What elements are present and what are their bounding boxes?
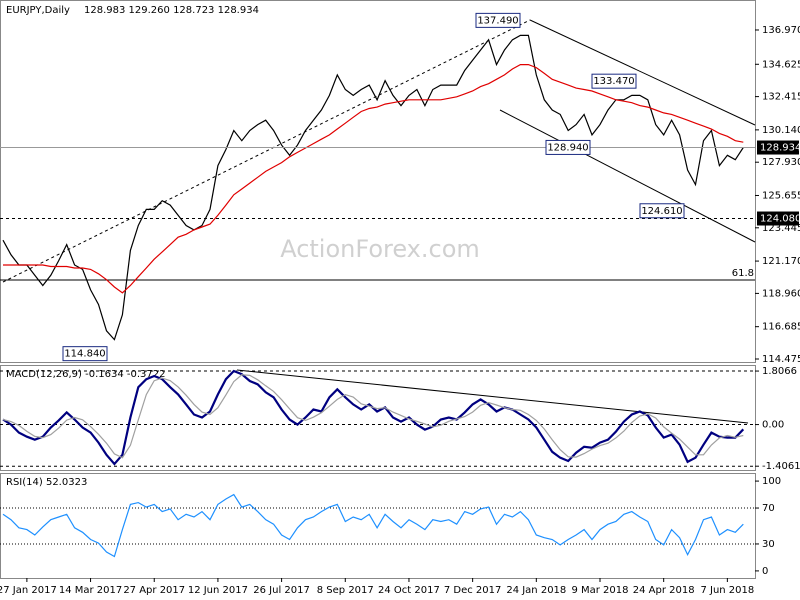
- plot-layer: 136.970 134.625 132.415 130.140 127.930 125.6…: [0, 12, 800, 596]
- series-line: [2, 374, 744, 459]
- watermark: ActionForex.com: [280, 235, 480, 263]
- macd-title: MACD(12,26,9) -0.1634 -0.3722: [6, 369, 166, 380]
- rsi-panel: [0, 473, 756, 579]
- y-tick-label: 100: [762, 476, 781, 487]
- rsi-title: RSI(14) 52.0323: [6, 477, 87, 488]
- annotation-label: 128.940: [547, 142, 588, 153]
- y-tick-label: 132.415: [762, 92, 800, 103]
- trend-line: [529, 19, 756, 126]
- annotation-label: 137.490: [477, 15, 518, 26]
- y-tick-label: 136.970: [762, 25, 800, 36]
- annotation-box: [62, 346, 108, 362]
- y-tick-label: 127.930: [762, 157, 800, 168]
- y-tick-label: 1.8066: [762, 366, 797, 377]
- y-tick-label: 114.475: [762, 354, 800, 365]
- x-tick-label: 27 Apr 2017: [123, 585, 185, 596]
- chart-title: EURJPY,Daily: [6, 5, 70, 16]
- x-tick-label: 9 Mar 2018: [571, 585, 628, 596]
- y-tick-label: 0: [762, 566, 768, 577]
- level-box: [757, 211, 799, 226]
- x-tick-label: 27 Jan 2017: [0, 585, 57, 596]
- annotation-label: 133.470: [593, 76, 634, 87]
- macd-panel: [0, 365, 756, 471]
- y-tick-label: 70: [762, 503, 775, 514]
- y-tick-label: 118.960: [762, 288, 800, 299]
- y-tick-label: -1.4061: [762, 461, 800, 472]
- annotation-box: [591, 73, 637, 89]
- y-tick-label: 121.170: [762, 256, 800, 267]
- fib-label: 61.8: [732, 268, 754, 279]
- annotation-box: [545, 139, 591, 155]
- series-line: [2, 34, 744, 341]
- annotation-box: [475, 12, 521, 28]
- last-price-label: 128.934: [760, 143, 800, 154]
- x-tick-label: 12 Jun 2017: [188, 585, 248, 596]
- x-tick-label: 7 Jun 2018: [700, 585, 754, 596]
- series-line: [3, 63, 744, 294]
- y-tick-label: 125.655: [762, 190, 800, 201]
- x-tick-label: 14 Mar 2017: [59, 585, 122, 596]
- annotation-label: 114.840: [64, 349, 105, 360]
- trend-line: [499, 109, 756, 243]
- x-tick-label: 24 Jan 2018: [506, 585, 566, 596]
- series-line: [2, 493, 744, 558]
- trend-line: [2, 19, 531, 283]
- x-tick-label: 26 Jul 2017: [253, 585, 310, 596]
- y-tick-label: 134.625: [762, 59, 800, 70]
- ohlc-readout: 128.983 129.260 128.723 128.934: [84, 5, 259, 16]
- y-tick-label: 123.445: [762, 223, 800, 234]
- y-tick-label: 116.685: [762, 322, 800, 333]
- y-tick-label: 30: [762, 539, 775, 550]
- y-tick-label: 0.00: [762, 420, 784, 431]
- x-tick-label: 8 Sep 2017: [317, 585, 374, 596]
- x-tick-label: 24 Oct 2017: [378, 585, 440, 596]
- trend-line: [236, 369, 749, 424]
- level-label: 124.080: [760, 214, 800, 225]
- x-tick-label: 24 Apr 2018: [633, 585, 695, 596]
- y-tick-label: 130.140: [762, 125, 800, 136]
- last-price-box: [757, 140, 799, 155]
- price-panel: [0, 0, 756, 363]
- x-tick-label: 7 Dec 2017: [444, 585, 502, 596]
- annotation-box: [639, 203, 685, 219]
- annotation-label: 124.610: [641, 206, 682, 217]
